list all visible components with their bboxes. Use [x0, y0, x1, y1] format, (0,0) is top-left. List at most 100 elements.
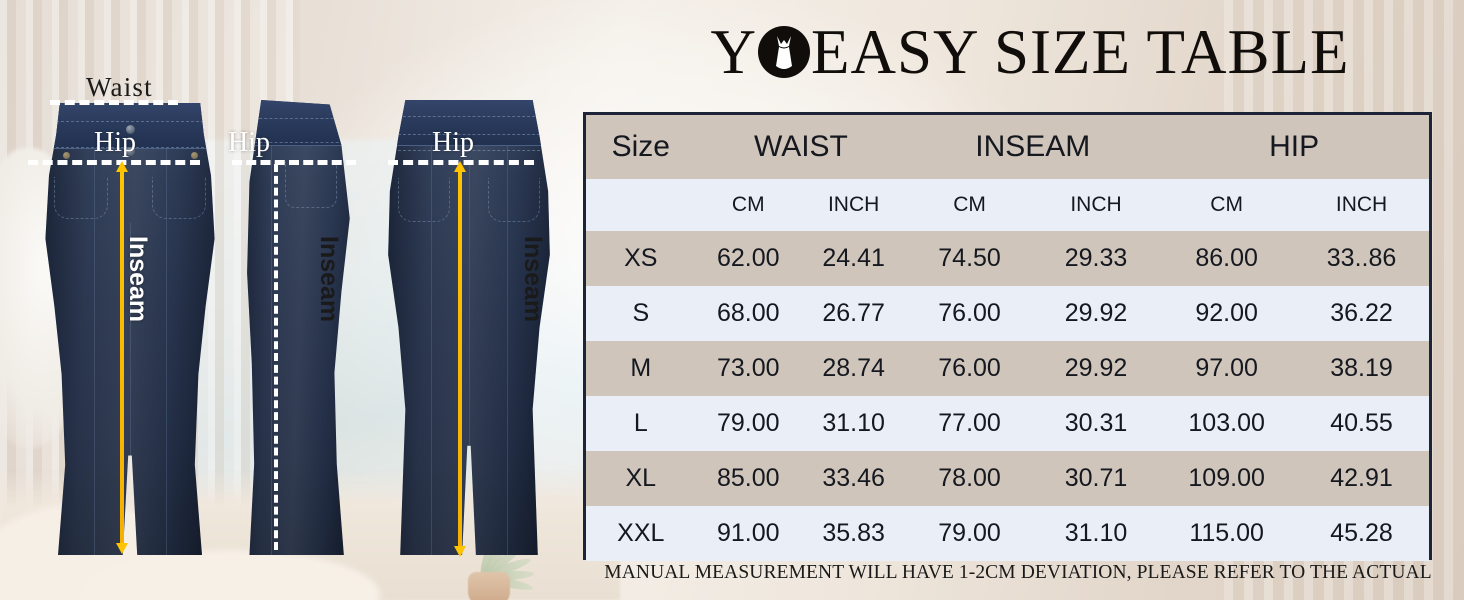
cell-hip-cm: 86.00 [1159, 231, 1295, 286]
title-before-logo: Y [710, 16, 758, 87]
inseam-label-back: Inseam [519, 236, 547, 323]
cell-hip-inch: 36.22 [1294, 286, 1429, 341]
leg-seam-left [431, 146, 433, 555]
yoke-stitch [249, 142, 349, 143]
dress-logo-icon [758, 26, 811, 78]
center-back-seam [469, 160, 470, 555]
inseam-seam [130, 223, 131, 555]
cell-waist-cm: 73.00 [695, 341, 801, 396]
inseam-arrow-back [458, 170, 462, 548]
back-pocket [284, 162, 337, 208]
unit-hip-inch: INCH [1294, 179, 1429, 231]
back-pocket-left [398, 178, 451, 222]
cell-hip-cm: 115.00 [1159, 506, 1295, 561]
dress-glyph [776, 36, 793, 69]
cell-inseam-inch: 29.92 [1032, 286, 1160, 341]
jeans-side-view [247, 100, 350, 555]
jeans-back-view [388, 100, 550, 555]
waist-measure-line-front [50, 100, 178, 105]
side-seam [270, 146, 272, 555]
unit-waist-cm: CM [695, 179, 801, 231]
cell-inseam-cm: 74.50 [906, 231, 1033, 286]
cell-waist-cm: 68.00 [695, 286, 801, 341]
leg-seam-left [94, 149, 95, 555]
cell-waist-inch: 24.41 [800, 231, 907, 286]
cell-size: M [586, 341, 696, 396]
hip-measure-line-side [232, 160, 356, 165]
inseam-arrow-front [120, 170, 124, 545]
cell-size: XXL [586, 506, 696, 561]
cell-inseam-inch: 29.92 [1032, 341, 1160, 396]
cell-hip-inch: 38.19 [1294, 341, 1429, 396]
waist-stitch [393, 116, 545, 117]
size-table: Size WAIST INSEAM HIP CM INCH CM INCH CM… [586, 115, 1429, 561]
unit-inseam-inch: INCH [1032, 179, 1160, 231]
cell-waist-cm: 91.00 [695, 506, 801, 561]
yoke-stitch-lower [393, 150, 545, 151]
waist-button [126, 125, 135, 134]
plant-pot [468, 572, 510, 600]
cell-waist-inch: 28.74 [800, 341, 907, 396]
cell-waist-inch: 33.46 [800, 451, 907, 506]
cell-hip-inch: 45.28 [1294, 506, 1429, 561]
header-inseam: INSEAM [906, 115, 1160, 179]
front-pocket-left [54, 177, 109, 219]
inseam-label-side: Inseam [315, 236, 343, 323]
cell-waist-inch: 35.83 [800, 506, 907, 561]
title-after-logo: EASY SIZE TABLE [811, 16, 1350, 87]
cell-size: XS [586, 231, 696, 286]
cell-size: L [586, 396, 696, 451]
waist-stitch [50, 121, 210, 122]
cell-inseam-inch: 30.31 [1032, 396, 1160, 451]
hip-label-back: Hip [432, 127, 474, 158]
cell-inseam-inch: 30.71 [1032, 451, 1160, 506]
cell-hip-cm: 92.00 [1159, 286, 1295, 341]
table-row: XS 62.00 24.41 74.50 29.33 86.00 33..86 [586, 231, 1429, 286]
back-pocket-right [487, 178, 540, 222]
cell-waist-inch: 31.10 [800, 396, 907, 451]
hip-measure-line-front [28, 160, 200, 165]
table-header-groups: Size WAIST INSEAM HIP [586, 115, 1429, 179]
table-row: XL 85.00 33.46 78.00 30.71 109.00 42.91 [586, 451, 1429, 506]
waist-stitch [249, 118, 349, 119]
cell-waist-cm: 62.00 [695, 231, 801, 286]
cell-hip-inch: 40.55 [1294, 396, 1429, 451]
table-header-units: CM INCH CM INCH CM INCH [586, 179, 1429, 231]
unit-hip-cm: CM [1159, 179, 1295, 231]
header-hip: HIP [1159, 115, 1429, 179]
hip-label-front: Hip [94, 127, 136, 158]
fly-button [126, 147, 135, 156]
front-pocket-right [151, 177, 206, 219]
cell-inseam-cm: 76.00 [906, 341, 1033, 396]
cell-hip-cm: 97.00 [1159, 341, 1295, 396]
leg-seam-right [506, 146, 508, 555]
header-waist: WAIST [695, 115, 907, 179]
yoke-stitch-upper [393, 134, 545, 135]
measurement-disclaimer: MANUAL MEASUREMENT WILL HAVE 1-2CM DEVIA… [604, 562, 1432, 583]
cell-hip-cm: 103.00 [1159, 396, 1295, 451]
cell-hip-cm: 109.00 [1159, 451, 1295, 506]
hip-label-side: Hip [228, 127, 270, 158]
cell-size: S [586, 286, 696, 341]
leg-seam-right [166, 149, 167, 555]
cell-inseam-cm: 77.00 [906, 396, 1033, 451]
size-table-container: Size WAIST INSEAM HIP CM INCH CM INCH CM… [583, 112, 1432, 561]
cell-inseam-cm: 79.00 [906, 506, 1033, 561]
pocket-rivet-left [63, 152, 71, 159]
unit-inseam-cm: CM [906, 179, 1033, 231]
inseam-measure-line-side [274, 164, 278, 550]
potted-plant [432, 514, 552, 600]
header-size: Size [586, 115, 696, 179]
denim-fabric [247, 100, 350, 555]
cell-inseam-inch: 31.10 [1032, 506, 1160, 561]
cell-hip-inch: 33..86 [1294, 231, 1429, 286]
unit-waist-inch: INCH [800, 179, 907, 231]
cell-inseam-inch: 29.33 [1032, 231, 1160, 286]
cell-inseam-cm: 78.00 [906, 451, 1033, 506]
waist-label-front: Waist [86, 72, 153, 102]
cell-hip-inch: 42.91 [1294, 451, 1429, 506]
table-row: M 73.00 28.74 76.00 29.92 97.00 38.19 [586, 341, 1429, 396]
table-row: L 79.00 31.10 77.00 30.31 103.00 40.55 [586, 396, 1429, 451]
table-row: S 68.00 26.77 76.00 29.92 92.00 36.22 [586, 286, 1429, 341]
pocket-rivet-right [191, 152, 199, 159]
